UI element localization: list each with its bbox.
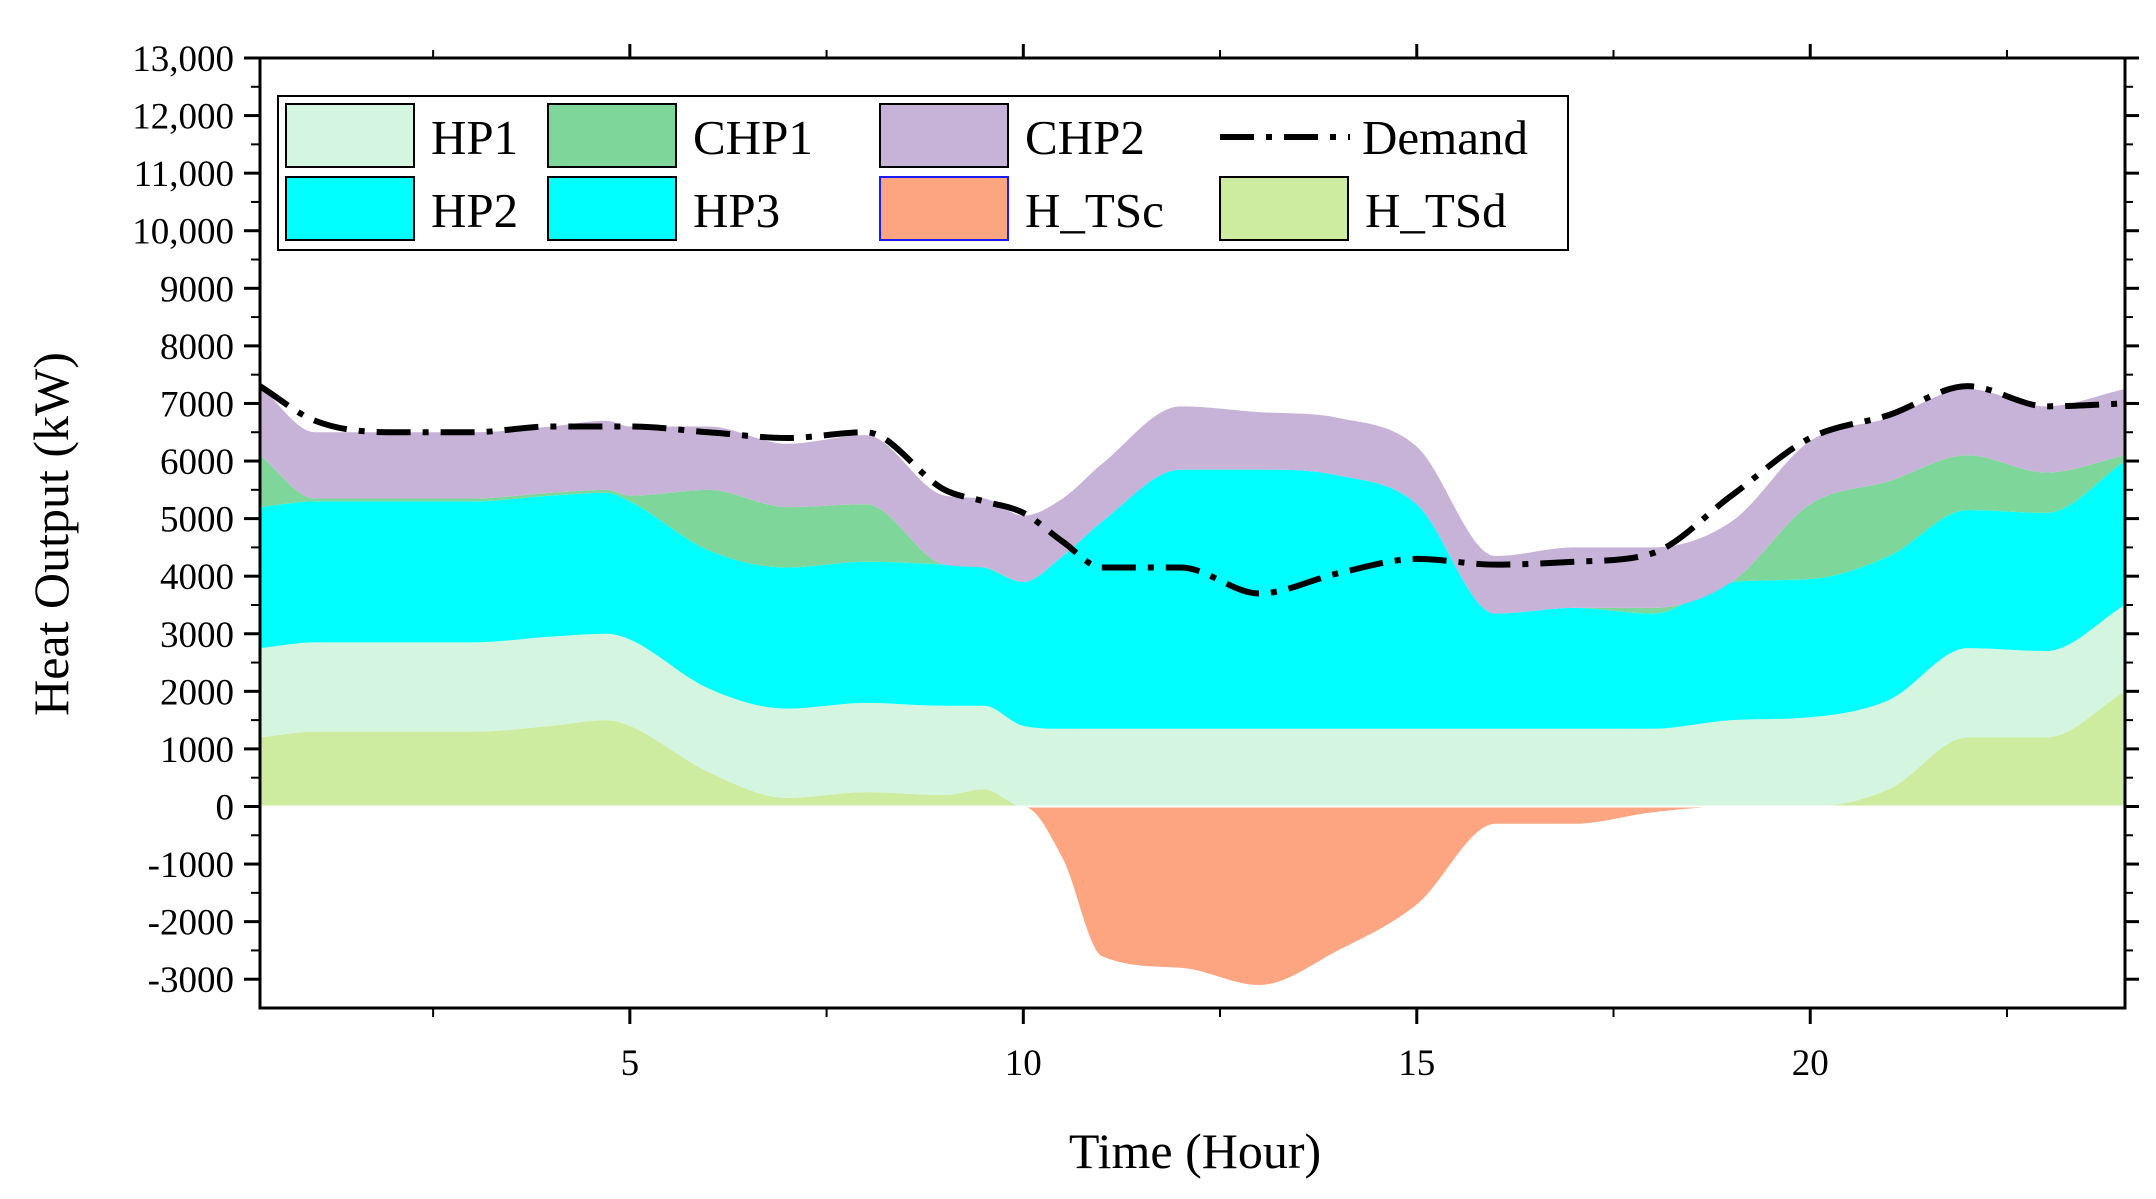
legend-swatch-hp2 — [285, 176, 415, 241]
legend-label-chp2: CHP2 — [1025, 110, 1145, 165]
legend-label-demand: Demand — [1362, 110, 1528, 165]
y-tick-label: 2000 — [160, 672, 234, 713]
legend-label-hp3: HP3 — [693, 183, 780, 238]
axes: -3000 -2000 -1000 0 1000 2000 3000 4000 5000 6000… — [132, 39, 2139, 1084]
plot-areas — [260, 386, 2125, 985]
area-h-tsc — [260, 806, 2125, 985]
legend: HP1 CHP1 CHP2 Demand HP2 HP3 H_TSc H_TSd — [277, 95, 1569, 251]
legend-label-hp1: HP1 — [431, 110, 518, 165]
x-tick-label: 10 — [1005, 1043, 1042, 1084]
y-tick-label: -2000 — [148, 903, 234, 944]
demand-line — [258, 383, 2126, 597]
area-chp1 — [260, 455, 2125, 614]
area-hp1 — [260, 604, 2125, 807]
y-tick-label: -3000 — [148, 960, 234, 1001]
y-tick-label: 12,000 — [132, 97, 234, 138]
area-chp2 — [260, 386, 2125, 614]
y-tick-label: 6000 — [160, 442, 234, 483]
legend-swatch-h-tsd — [1219, 176, 1349, 241]
y-tick-label: 5000 — [160, 500, 234, 541]
y-tick-label: 9000 — [160, 269, 234, 310]
legend-label-h-tsc: H_TSc — [1025, 183, 1164, 238]
plot-frame — [258, 56, 2127, 1010]
x-axis-title: Time (Hour) — [1069, 1123, 1321, 1179]
y-tick-label: 1000 — [160, 730, 234, 771]
y-tick-label: -1000 — [148, 845, 234, 886]
legend-swatch-hp1 — [285, 103, 415, 168]
legend-swatch-chp2 — [879, 103, 1009, 168]
y-tick-label: 3000 — [160, 615, 234, 656]
legend-swatch-hp3 — [547, 176, 677, 241]
y-tick-label: 10,000 — [132, 212, 234, 253]
y-tick-label: 11,000 — [134, 154, 234, 195]
area-hp2 — [260, 461, 2125, 729]
legend-swatch-chp1 — [547, 103, 677, 168]
x-tick-label: 5 — [621, 1043, 640, 1084]
y-tick-label: 0 — [216, 787, 235, 828]
legend-label-chp1: CHP1 — [693, 110, 813, 165]
legend-label-h-tsd: H_TSd — [1365, 183, 1507, 238]
x-tick-label: 15 — [1398, 1043, 1435, 1084]
area-h-tsd — [260, 691, 2125, 807]
y-tick-label: 13,000 — [132, 39, 234, 80]
y-tick-label: 8000 — [160, 327, 234, 368]
x-tick-label: 20 — [1792, 1043, 1829, 1084]
legend-swatch-h-tsc — [879, 176, 1009, 241]
y-tick-label: 7000 — [160, 384, 234, 425]
legend-label-hp2: HP2 — [431, 183, 518, 238]
demand-layer — [258, 383, 2126, 597]
y-axis-title: Heat Output (kW) — [23, 352, 79, 716]
y-tick-label: 4000 — [160, 557, 234, 598]
